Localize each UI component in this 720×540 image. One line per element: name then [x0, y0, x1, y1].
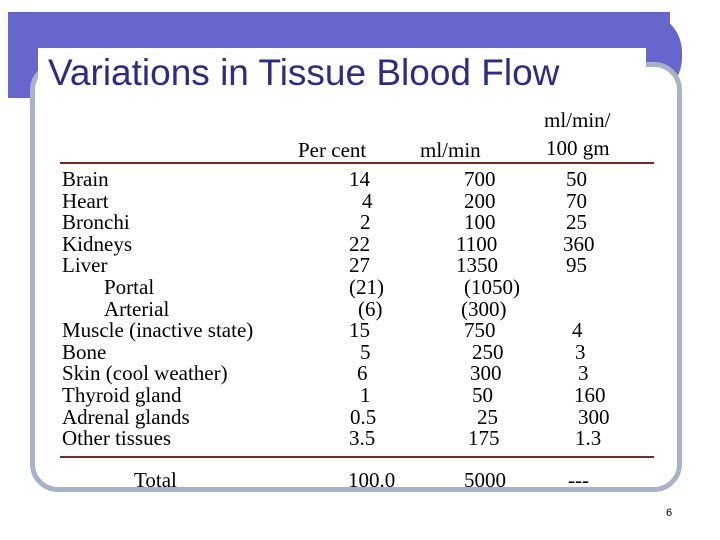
percent-value: 3.5 — [349, 426, 376, 451]
tissue-name: Arterial — [104, 296, 170, 321]
percent-value: 4 — [362, 188, 373, 213]
percent-value: (21) — [349, 275, 384, 299]
content-frame — [30, 62, 682, 492]
per-100gm-value: 95 — [566, 253, 587, 278]
header-ml-min-per-100gm-line1: ml/min/ — [544, 108, 611, 132]
percent-value: 22 — [349, 231, 370, 256]
tissue-name: Brain — [62, 167, 109, 191]
ml-min-value: 175 — [468, 426, 500, 451]
total-percent: 100.0 — [348, 468, 396, 492]
percent-value: 2 — [360, 210, 371, 235]
ml-min-value: 700 — [464, 167, 496, 191]
total-per-100gm: --- — [568, 468, 589, 492]
total-label: Total — [134, 468, 177, 492]
page-number: 6 — [666, 507, 673, 519]
tissue-name: Thyroid gland — [62, 383, 182, 407]
percent-value: 14 — [349, 167, 370, 191]
per-100gm-value: 3 — [578, 361, 589, 386]
per-100gm-value: 50 — [566, 167, 587, 191]
tissue-name: Adrenal glands — [62, 404, 190, 429]
ml-min-value: 50 — [472, 383, 493, 407]
tissue-name: Bone — [62, 339, 107, 364]
per-100gm-value: 70 — [566, 188, 587, 213]
per-100gm-value: 3 — [575, 339, 586, 364]
tissue-name: Skin (cool weather) — [62, 361, 228, 386]
ml-min-value: 250 — [472, 339, 504, 364]
percent-value: 27 — [349, 253, 370, 278]
tissue-name: Bronchi — [62, 210, 130, 235]
percent-value: (6) — [358, 296, 383, 321]
ml-min-value: 750 — [464, 318, 496, 343]
tissue-name: Muscle (inactive state) — [62, 318, 254, 343]
ml-min-value: 300 — [470, 361, 502, 386]
percent-value: 5 — [360, 339, 371, 364]
percent-value: 15 — [349, 318, 370, 343]
tissue-name: Heart — [62, 188, 109, 213]
header-ml-min: ml/min — [420, 138, 481, 162]
ml-min-value: (300) — [461, 296, 507, 321]
per-100gm-value: 25 — [566, 210, 587, 235]
per-100gm-value: 160 — [574, 383, 606, 407]
header-percent: Per cent — [298, 138, 367, 162]
title-backdrop — [38, 48, 646, 98]
ml-min-value: 100 — [464, 210, 496, 235]
tissue-name: Kidneys — [62, 231, 132, 256]
percent-value: 1 — [360, 383, 371, 407]
ml-min-value: 1100 — [456, 231, 498, 256]
tissue-name: Liver — [62, 253, 108, 278]
header-rule — [60, 162, 654, 164]
ml-min-value: (1050) — [464, 275, 520, 299]
ml-min-value: 200 — [464, 188, 496, 213]
header-ml-min-per-100gm-line2: 100 gm — [546, 136, 610, 160]
percent-value: 6 — [357, 361, 368, 386]
page-title: Variations in Tissue Blood Flow — [48, 52, 560, 93]
ml-min-value: 1350 — [456, 253, 498, 278]
total-ml-min: 5000 — [464, 468, 506, 492]
ml-min-value: 25 — [477, 404, 498, 429]
per-100gm-value: 300 — [578, 404, 610, 429]
percent-value: 0.5 — [350, 404, 377, 429]
per-100gm-value: 1.3 — [575, 426, 602, 451]
per-100gm-value: 360 — [563, 231, 595, 256]
tissue-name: Other tissues — [62, 426, 172, 451]
tissue-name: Portal — [104, 275, 155, 299]
total-rule — [60, 456, 654, 458]
per-100gm-value: 4 — [572, 318, 583, 343]
